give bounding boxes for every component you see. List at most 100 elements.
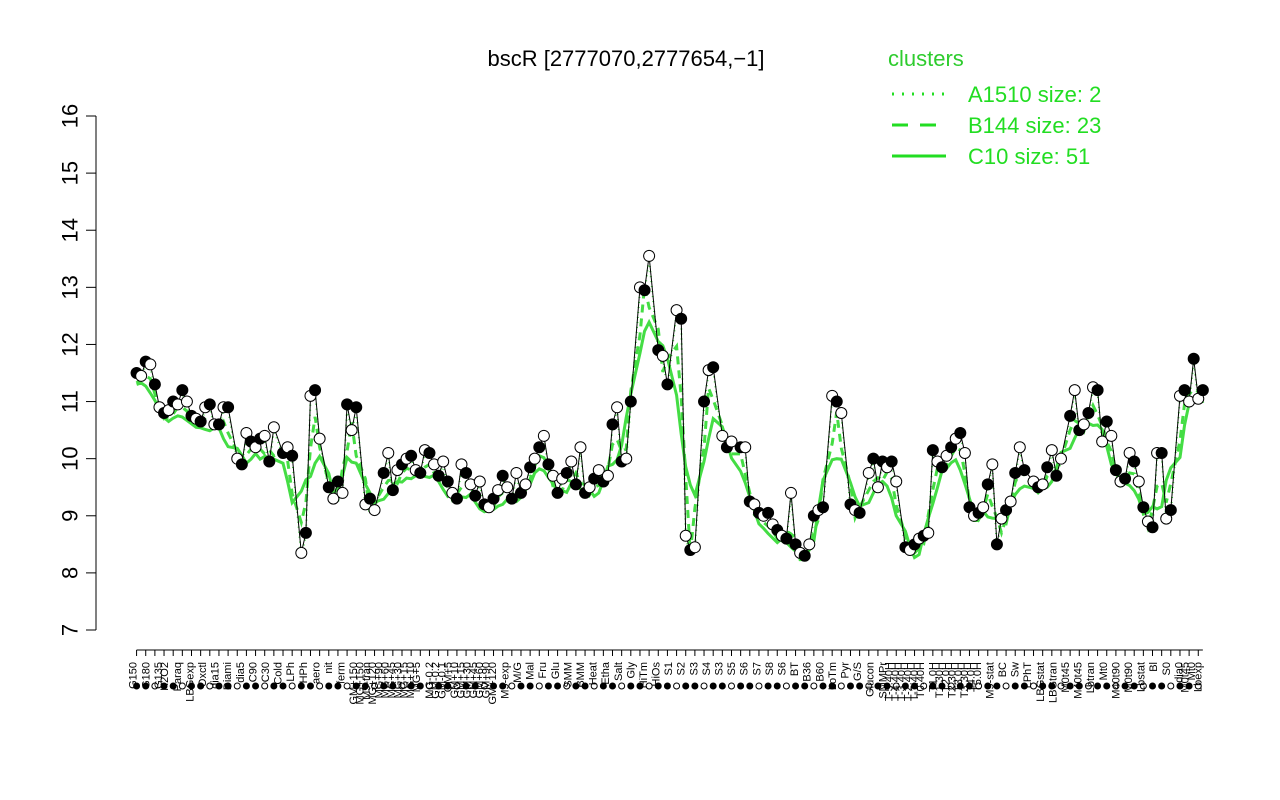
x-rug-point <box>627 682 635 690</box>
data-point <box>611 401 624 414</box>
data-point <box>510 466 523 479</box>
legend-label-a1510: A1510 size: 2 <box>968 82 1101 107</box>
x-tick-label: Mt0 <box>1098 662 1110 680</box>
x-rug-point <box>1167 682 1175 690</box>
data-point <box>803 538 816 551</box>
x-rug-point <box>453 682 461 690</box>
x-tick-label: Heat <box>588 662 600 685</box>
data-point <box>661 378 674 391</box>
x-tick-label: GM+120 <box>487 662 499 705</box>
x-tick-label: MG-0.2 <box>424 662 436 699</box>
x-tick-label: Fru <box>537 662 549 679</box>
x-rug-point <box>700 682 708 690</box>
x-rug-point <box>215 682 223 690</box>
x-rug-point <box>233 682 241 690</box>
x-rug-point <box>718 682 726 690</box>
x-rug-point <box>435 682 443 690</box>
x-tick-label: MG+5 <box>411 662 423 692</box>
x-rug-point <box>425 682 433 690</box>
x-tick-label: Cold <box>273 662 285 685</box>
data-point <box>679 529 692 542</box>
x-tick-label: MG+60 <box>380 662 392 698</box>
x-rug-point <box>737 682 745 690</box>
data-point <box>1054 452 1067 465</box>
x-tick-label: C90 <box>247 662 259 682</box>
data-point <box>267 421 280 434</box>
x-rug-point <box>187 682 195 690</box>
x-rug-point <box>352 682 360 690</box>
x-rug-point <box>892 682 900 690</box>
x-tick-label: LPh <box>285 662 297 682</box>
data-point <box>144 358 157 371</box>
x-rug-point <box>709 682 717 690</box>
x-rug-point <box>792 682 800 690</box>
data-point <box>460 466 473 479</box>
y-tick-label: 15 <box>58 161 83 185</box>
data-point <box>1091 384 1104 397</box>
x-tick-label: HPh <box>298 662 310 683</box>
legend-title: clusters <box>888 46 964 71</box>
data-point <box>313 432 326 445</box>
x-tick-label: S0 <box>1161 662 1173 675</box>
data-point <box>1013 441 1026 454</box>
data-point <box>958 446 971 459</box>
data-point <box>437 455 450 468</box>
x-tick-label: Etha <box>600 661 612 685</box>
x-tick-label: Gly <box>625 662 637 679</box>
data-point <box>638 284 651 297</box>
x-tick-label: T-3.40H <box>896 662 908 701</box>
data-point <box>194 415 207 428</box>
x-rug-point <box>242 682 250 690</box>
x-tick-label: S5 <box>726 662 738 675</box>
data-point <box>1119 472 1132 485</box>
data-point <box>1045 444 1058 457</box>
x-tick-label: ferm <box>336 662 348 684</box>
data-point <box>345 424 358 437</box>
y-tick-label: 8 <box>58 567 83 579</box>
data-point <box>258 429 271 442</box>
data-point <box>565 455 578 468</box>
x-rug-point <box>1084 682 1092 690</box>
x-rug-point <box>288 682 296 690</box>
x-rug-point <box>1130 682 1138 690</box>
x-tick-label: GM-0.1 <box>436 662 448 699</box>
data-point <box>450 492 463 505</box>
x-rug-point <box>334 682 342 690</box>
data-point <box>1132 475 1145 488</box>
x-rug-point <box>810 682 818 690</box>
x-rug-point <box>197 682 205 690</box>
y-tick-label: 11 <box>58 390 83 413</box>
x-rug-point <box>544 682 552 690</box>
data-point <box>560 466 573 479</box>
x-tick-label: T3.0H <box>953 662 965 692</box>
data-point <box>363 492 376 505</box>
x-rug-point <box>554 682 562 690</box>
x-rug-point <box>142 682 150 690</box>
x-rug-point <box>1002 682 1010 690</box>
x-tick-label: MG+45 <box>386 662 398 698</box>
x-tick-label: Oxctl <box>197 662 209 687</box>
x-tick-label: Lbtran <box>1085 662 1097 693</box>
x-rug-point <box>764 682 772 690</box>
data-point <box>1128 455 1141 468</box>
x-rug-point <box>444 682 452 690</box>
data-point <box>688 541 701 554</box>
x-rug-point <box>169 682 177 690</box>
x-tick-label: B36 <box>802 662 814 682</box>
data-point <box>871 481 884 494</box>
x-rug-point <box>1039 682 1047 690</box>
x-tick-label: S4 <box>701 662 713 675</box>
x-tick-label: MG+90 <box>373 662 385 698</box>
x-rug-point <box>773 682 781 690</box>
x-tick-label: T-4.40H <box>890 662 902 701</box>
data-point <box>862 466 875 479</box>
x-rug-point <box>938 682 946 690</box>
x-rug-point <box>682 682 690 690</box>
data-point <box>890 475 903 488</box>
x-tick-label: T-2.40H <box>903 662 915 701</box>
x-tick-label: T2.30H <box>947 662 959 698</box>
x-tick-label: LoTm <box>827 662 839 690</box>
x-tick-label: LPhT <box>1022 662 1034 689</box>
chart-title: bscR [2777070,2777654,−1] <box>487 46 764 71</box>
data-point <box>222 401 235 414</box>
